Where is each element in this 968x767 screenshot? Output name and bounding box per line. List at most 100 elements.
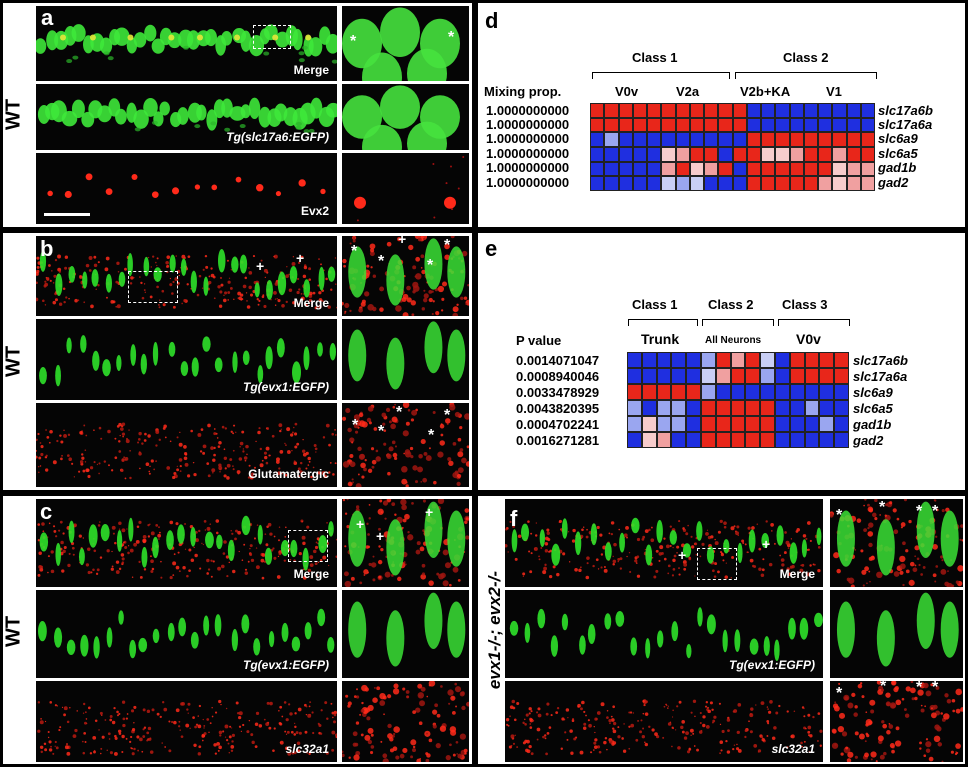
heatmap-d-cell xyxy=(761,117,776,133)
heatmap-e-class-2: Class 2 xyxy=(708,297,754,312)
heatmap-d-cell xyxy=(846,132,861,147)
heatmap-d-cell xyxy=(704,176,719,191)
heatmap-e-cell xyxy=(819,368,835,384)
panel-a-merge-image xyxy=(36,6,337,81)
heatmap-e-cell xyxy=(804,416,820,432)
panel-c-letter: c xyxy=(40,499,53,524)
panel-c-cross-1: + xyxy=(356,516,365,532)
heatmap-d-cell xyxy=(661,147,676,162)
panel-a-letter: a xyxy=(41,5,54,30)
heatmap-e-cell xyxy=(834,384,849,400)
panel-a-star-1: * xyxy=(350,33,357,50)
heatmap-e-cell xyxy=(834,352,849,368)
heatmap-e-cell xyxy=(627,384,642,400)
heatmap-d-value-3: 1.0000000000 xyxy=(486,131,570,146)
heatmap-d-cell xyxy=(675,176,690,191)
heatmap-e-cell xyxy=(641,368,657,384)
heatmap-d-cell xyxy=(618,147,633,162)
heatmap-d-cell xyxy=(789,161,804,177)
heatmap-e-cell xyxy=(819,352,835,368)
heatmap-d-cell xyxy=(704,132,719,147)
heatmap-d-cell xyxy=(775,132,790,147)
heatmap-d-value-6: 1.0000000000 xyxy=(486,175,570,190)
heatmap-d-cell xyxy=(675,161,690,177)
heatmap-d-cell xyxy=(818,117,833,133)
heatmap-d-cell xyxy=(789,147,804,162)
panel-b-cross-2: + xyxy=(296,250,305,266)
panel-b-star-1: * xyxy=(351,243,358,260)
heatmap-e-cell xyxy=(671,352,687,368)
heatmap-d-gene-2: slc17a6a xyxy=(878,117,933,132)
heatmap-d-cell xyxy=(803,161,818,177)
heatmap-e-cell xyxy=(671,432,687,448)
heatmap-d-cell xyxy=(789,103,804,118)
heatmap-d-cell xyxy=(618,103,633,118)
panel-b-star-8: * xyxy=(428,427,435,444)
heatmap-d-cell xyxy=(689,176,704,191)
heatmap-d-cell xyxy=(718,103,733,118)
heatmap-d-bracket-2 xyxy=(735,72,877,79)
heatmap-e-cell xyxy=(775,384,790,400)
heatmap-d-cell xyxy=(632,132,647,147)
panel-b-letter: b xyxy=(40,236,54,261)
panel-b-zoom-glut xyxy=(342,403,469,487)
panel-b-side-label: WT xyxy=(2,345,25,378)
heatmap-e-cell xyxy=(745,384,761,400)
panel-a-zoom-evx2 xyxy=(342,153,469,224)
panel-a-scale-bar xyxy=(44,213,90,216)
heatmap-e-cell xyxy=(686,400,701,416)
heatmap-e-value-6: 0.0016271281 xyxy=(516,433,600,448)
heatmap-d-cell xyxy=(689,103,704,118)
panel-f-cross-2: + xyxy=(762,536,771,552)
heatmap-d-cell xyxy=(818,176,833,191)
heatmap-d-grid xyxy=(590,103,875,191)
panel-c-side-label: WT xyxy=(2,615,25,648)
heatmap-d-cell xyxy=(704,103,719,118)
heatmap-e-cell xyxy=(656,432,672,448)
panel-f-star-3: * xyxy=(916,503,923,520)
heatmap-e-group-2: All Neurons xyxy=(705,335,762,346)
heatmap-d-cell xyxy=(618,176,633,191)
heatmap-e-cell xyxy=(789,416,805,432)
heatmap-d-group-2: V2a xyxy=(676,84,700,99)
heatmap-d-cell xyxy=(818,161,833,177)
heatmap-d-gene-1: slc17a6b xyxy=(878,103,933,118)
heatmap-e-cell xyxy=(804,384,820,400)
heatmap-e-cell xyxy=(745,432,761,448)
heatmap-d-cell xyxy=(647,161,662,177)
panel-f-egfp-label: Tg(evx1:EGFP) xyxy=(728,658,815,672)
heatmap-e-cell xyxy=(804,368,820,384)
heatmap-d-cell xyxy=(761,147,776,162)
heatmap-d-cell xyxy=(661,117,676,133)
heatmap-d-cell xyxy=(704,147,719,162)
heatmap-d-cell xyxy=(661,176,676,191)
heatmap-d-cell xyxy=(832,176,847,191)
heatmap-d-cell xyxy=(775,103,790,118)
heatmap-d-cell xyxy=(689,147,704,162)
heatmap-e-cell xyxy=(671,384,687,400)
heatmap-e-cell xyxy=(834,416,849,432)
panel-a-star-2: * xyxy=(448,29,455,46)
heatmap-e-cell xyxy=(686,432,701,448)
heatmap-e-group-1: Trunk xyxy=(641,331,680,347)
heatmap-d-cell xyxy=(803,147,818,162)
heatmap-d-bracket-1 xyxy=(592,72,730,79)
heatmap-d-cell xyxy=(590,132,605,147)
panel-f-star-2: * xyxy=(879,499,886,516)
heatmap-d-cell xyxy=(689,161,704,177)
heatmap-e-cell xyxy=(641,352,657,368)
panel-a-evx2-image xyxy=(36,153,337,224)
heatmap-e-cell xyxy=(730,352,746,368)
panel-c-egfp-image xyxy=(36,590,337,678)
heatmap-d-cell xyxy=(732,132,747,147)
panel-c-zoom-merge xyxy=(342,499,469,587)
panel-f-egfp-image xyxy=(505,590,823,678)
panel-f-cross-1: + xyxy=(678,547,687,563)
heatmap-d-cell xyxy=(675,103,690,118)
heatmap-d-cell xyxy=(661,132,676,147)
panel-f-zoom-box xyxy=(697,548,737,580)
panel-c-cross-3: + xyxy=(425,504,434,520)
heatmap-e-gene-2: slc17a6a xyxy=(853,369,908,384)
heatmap-d-cell xyxy=(803,117,818,133)
heatmap-e-cell xyxy=(804,352,820,368)
